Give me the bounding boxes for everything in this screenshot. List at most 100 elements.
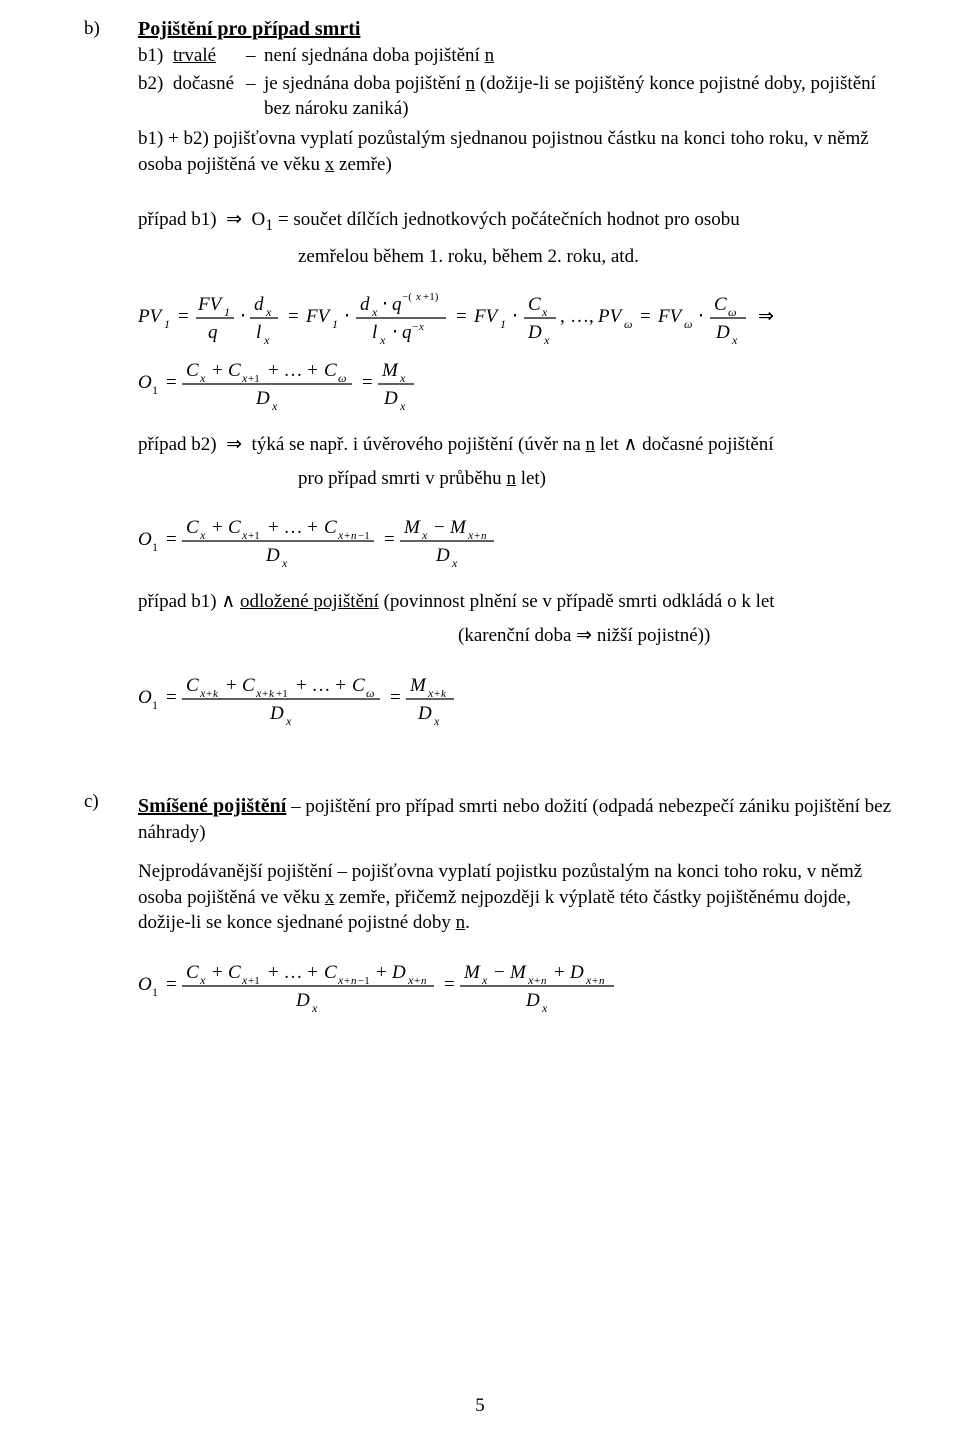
svg-text:+ … +: + … + [268, 962, 318, 983]
case-b2-indent: pro případ smrti v průběhu n let) [138, 466, 898, 492]
svg-text:d: d [360, 294, 370, 315]
section-c-content: Smíšené pojištění – pojištění pro případ… [138, 789, 896, 1035]
svg-text:x: x [199, 528, 206, 542]
svg-text:d: d [254, 294, 264, 315]
svg-text:=: = [444, 974, 455, 995]
b12-line: b1) + b2) pojišťovna vyplatí pozůstalým … [138, 126, 898, 177]
svg-text:x: x [415, 291, 421, 303]
svg-text:D: D [569, 962, 584, 983]
svg-text:1: 1 [152, 540, 158, 554]
svg-text:M: M [409, 675, 427, 696]
svg-text:+: + [344, 530, 350, 542]
svg-text:ω: ω [624, 317, 632, 331]
svg-text:=: = [166, 372, 177, 393]
svg-text:C: C [352, 675, 365, 696]
svg-text:D: D [269, 703, 284, 724]
formula-3: O1 = Cx+k + Cx+k+1 + … + Cω Dx = Mx+k Dx [138, 663, 898, 729]
svg-text:x: x [433, 714, 440, 728]
svg-text:C: C [714, 294, 727, 315]
b1-label: b1) [138, 45, 163, 66]
section-c-title: Smíšené pojištění [138, 795, 286, 817]
svg-text:D: D [265, 545, 280, 566]
svg-text:q: q [392, 294, 402, 315]
svg-text:x: x [379, 333, 386, 347]
b1-label-wrap: b1) trvalé [138, 43, 246, 69]
svg-text:O: O [138, 529, 152, 550]
formula-2: O1 = Cx + Cx+1 + … + Cx+n−1 Dx = Mx − Mx… [138, 505, 898, 571]
svg-text:x: x [399, 399, 406, 413]
section-b-content: Pojištění pro případ smrti b1) trvalé – … [138, 16, 898, 747]
svg-text:D: D [255, 388, 270, 409]
svg-text:C: C [228, 360, 241, 381]
svg-text:=: = [166, 687, 177, 708]
svg-text:x: x [427, 686, 434, 700]
svg-text:+1): +1) [423, 291, 439, 303]
svg-text:⋅: ⋅ [382, 294, 388, 315]
svg-text:+: + [592, 975, 598, 987]
section-c-bullet: c) [84, 789, 138, 815]
svg-text:=: = [390, 687, 401, 708]
case-b1o-line: případ b1) ∧ odložené pojištění (povinno… [138, 589, 898, 615]
svg-text:+: + [554, 962, 565, 983]
svg-text:D: D [715, 322, 730, 343]
svg-text:x: x [199, 973, 206, 987]
svg-text:D: D [435, 545, 450, 566]
svg-text:C: C [324, 360, 337, 381]
case-b1o-rest: (povinnost plnění se v případě smrti odk… [379, 591, 775, 612]
svg-text:x: x [241, 528, 248, 542]
svg-text:k: k [441, 688, 447, 700]
svg-text:+ … +: + … + [296, 675, 346, 696]
case-b1-indent: zemřelou během 1. roku, během 2. roku, a… [138, 244, 898, 270]
svg-text:x: x [311, 1001, 318, 1015]
svg-text:q: q [402, 322, 412, 343]
svg-text:+: + [434, 688, 440, 700]
svg-text:FV: FV [197, 294, 224, 315]
svg-text:=: = [384, 529, 395, 550]
formula-1: PV1 = FV1 q ⋅ dx lx = FV1 [138, 284, 898, 414]
svg-text:x: x [337, 528, 344, 542]
svg-text:x: x [265, 305, 272, 319]
svg-text:C: C [324, 517, 337, 538]
svg-text:+1: +1 [248, 373, 260, 385]
svg-text:x: x [543, 333, 550, 347]
section-b-bullet: b) [84, 16, 138, 42]
svg-text:x: x [337, 973, 344, 987]
svg-text:1: 1 [224, 305, 230, 319]
svg-text:=: = [178, 306, 189, 327]
page-number: 5 [0, 1393, 960, 1419]
svg-text:C: C [186, 675, 199, 696]
svg-text:+: + [376, 962, 387, 983]
formula-4: O1 = Cx + Cx+1 + … + Cx+n−1 + Dx+n Dx = … [138, 950, 896, 1016]
section-c: c) Smíšené pojištění – pojištění pro pří… [84, 789, 896, 1035]
b2-word: dočasné [173, 73, 234, 94]
svg-text:l: l [256, 322, 261, 343]
svg-text:+ … +: + … + [268, 517, 318, 538]
svg-text:x: x [418, 321, 424, 333]
svg-text:+1: +1 [276, 688, 288, 700]
svg-text:=: = [166, 974, 177, 995]
svg-text:x: x [271, 399, 278, 413]
svg-text:C: C [528, 294, 541, 315]
page-root: b) Pojištění pro případ smrti b1) trvalé… [0, 0, 960, 1439]
svg-text:C: C [186, 517, 199, 538]
svg-text:C: C [242, 675, 255, 696]
svg-text:C: C [186, 360, 199, 381]
svg-text:PV: PV [138, 306, 164, 327]
svg-text:…,: …, [570, 306, 594, 327]
svg-text:x: x [371, 305, 378, 319]
svg-text:=: = [166, 529, 177, 550]
svg-text:M: M [509, 962, 527, 983]
svg-text:x: x [281, 556, 288, 570]
svg-text:x: x [421, 528, 428, 542]
svg-text:=: = [362, 372, 373, 393]
svg-text:D: D [295, 990, 310, 1011]
svg-text:D: D [527, 322, 542, 343]
svg-text:FV: FV [305, 306, 332, 327]
case-b1o-uline: odložené pojištění [240, 591, 379, 612]
svg-text:=: = [640, 306, 651, 327]
b1-text: není sjednána doba pojištění n [264, 43, 898, 69]
svg-text:+: + [414, 975, 420, 987]
svg-text:⋅: ⋅ [240, 306, 246, 327]
svg-text:−1: −1 [358, 530, 370, 542]
svg-text:1: 1 [152, 698, 158, 712]
